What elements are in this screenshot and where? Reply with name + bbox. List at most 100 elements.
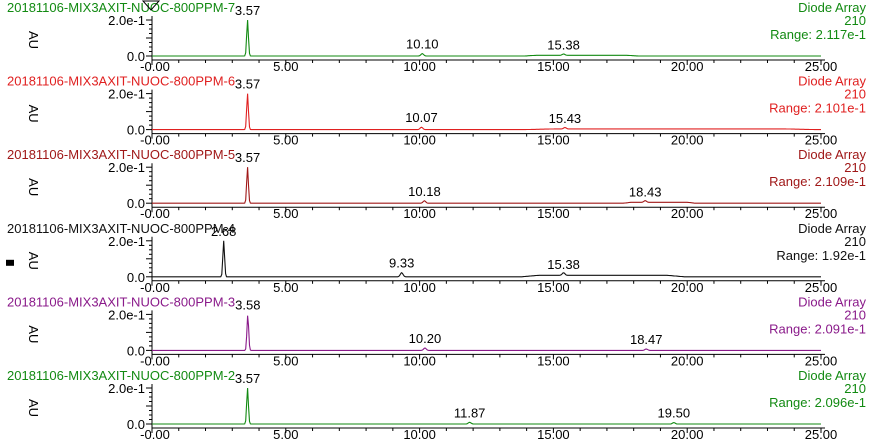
peak-label: 3.57 bbox=[235, 150, 260, 165]
x-tick-label: 25.00 bbox=[805, 59, 838, 74]
x-tick-label: 15.00 bbox=[537, 133, 570, 148]
y-tick-label: 2.0e-1 bbox=[108, 87, 145, 102]
x-tick-label: 25.00 bbox=[805, 133, 838, 148]
x-tick-label: 25.00 bbox=[805, 427, 838, 442]
x-tick-label: 15.00 bbox=[537, 280, 570, 295]
peak-label: 19.50 bbox=[658, 406, 691, 421]
y-axis-label: AU bbox=[26, 325, 41, 343]
y-tick-label: 0.0 bbox=[127, 270, 145, 285]
x-tick-label: 15.00 bbox=[537, 427, 570, 442]
range-label: Range: 2.091e-1 bbox=[769, 321, 866, 336]
x-tick-label: -0.00 bbox=[140, 353, 170, 368]
x-tick-label: -0.00 bbox=[140, 206, 170, 221]
x-tick-label: 15.00 bbox=[537, 353, 570, 368]
x-tick-label: 5.00 bbox=[273, 206, 298, 221]
x-tick-label: 20.00 bbox=[671, 206, 704, 221]
peak-label: 3.57 bbox=[235, 3, 260, 18]
cursor-marker-icon bbox=[141, 0, 161, 11]
x-tick-label: 5.00 bbox=[273, 353, 298, 368]
x-tick-label: 25.00 bbox=[805, 206, 838, 221]
y-tick-label: 0.0 bbox=[127, 123, 145, 138]
panel-title: 20181106-MIX3AXIT-NUOC-800PPM-5 bbox=[7, 147, 235, 162]
y-tick-label: 0.0 bbox=[127, 343, 145, 358]
range-label: Range: 2.096e-1 bbox=[769, 395, 866, 410]
y-tick-label: 2.0e-1 bbox=[108, 307, 145, 322]
y-axis-label: AU bbox=[26, 31, 41, 49]
x-tick-label: 10.00 bbox=[403, 59, 436, 74]
wavelength-label: 210 bbox=[844, 307, 866, 322]
peak-label: 11.87 bbox=[454, 405, 486, 420]
chromatogram-trace bbox=[152, 240, 821, 278]
peak-label: 2.68 bbox=[211, 224, 236, 239]
range-label: Range: 1.92e-1 bbox=[776, 248, 866, 263]
x-tick-label: 5.00 bbox=[273, 427, 298, 442]
y-tick-label: 2.0e-1 bbox=[108, 13, 145, 28]
wavelength-label: 210 bbox=[844, 160, 866, 175]
x-tick-label: 10.00 bbox=[403, 427, 436, 442]
y-axis-label: AU bbox=[26, 105, 41, 123]
peak-label: 10.20 bbox=[409, 331, 442, 346]
selected-trace-marker-icon bbox=[6, 259, 14, 266]
panel-title: 20181106-MIX3AXIT-NUOC-800PPM-6 bbox=[7, 74, 235, 89]
peak-label: 18.47 bbox=[630, 332, 663, 347]
peak-label: 18.43 bbox=[629, 184, 662, 199]
y-tick-label: 0.0 bbox=[127, 417, 145, 432]
x-tick-label: 20.00 bbox=[671, 280, 704, 295]
x-tick-label: 20.00 bbox=[671, 59, 704, 74]
chromatogram-trace bbox=[152, 19, 821, 57]
peak-label: 3.58 bbox=[235, 297, 260, 312]
wavelength-label: 210 bbox=[844, 381, 866, 396]
panel-title: 20181106-MIX3AXIT-NUOC-800PPM-3 bbox=[7, 294, 235, 309]
wavelength-label: 210 bbox=[844, 87, 866, 102]
range-label: Range: 2.101e-1 bbox=[769, 101, 866, 116]
peak-label: 10.07 bbox=[405, 110, 438, 125]
y-axis-label: AU bbox=[26, 252, 41, 270]
peak-label: 15.38 bbox=[547, 257, 580, 272]
y-tick-label: 2.0e-1 bbox=[108, 381, 145, 396]
detector-label: Diode Array bbox=[798, 74, 866, 89]
y-tick-label: 2.0e-1 bbox=[108, 234, 145, 249]
x-tick-label: 5.00 bbox=[273, 59, 298, 74]
x-tick-label: 25.00 bbox=[805, 353, 838, 368]
panel-title: 20181106-MIX3AXIT-NUOC-800PPM-7 bbox=[7, 0, 235, 15]
x-tick-label: 10.00 bbox=[403, 206, 436, 221]
chromatogram-trace bbox=[152, 167, 821, 204]
y-tick-label: 0.0 bbox=[127, 196, 145, 211]
x-tick-label: -0.00 bbox=[140, 59, 170, 74]
x-tick-label: 10.00 bbox=[403, 280, 436, 295]
detector-label: Diode Array bbox=[798, 368, 866, 383]
range-label: Range: 2.117e-1 bbox=[770, 27, 866, 42]
chromatogram-trace bbox=[152, 93, 821, 131]
x-tick-label: 25.00 bbox=[805, 280, 838, 295]
detector-label: Diode Array bbox=[798, 0, 866, 15]
detector-label: Diode Array bbox=[798, 147, 866, 162]
x-tick-label: 20.00 bbox=[671, 133, 704, 148]
range-label: Range: 2.109e-1 bbox=[769, 174, 866, 189]
x-tick-label: -0.00 bbox=[140, 427, 170, 442]
y-tick-label: 0.0 bbox=[127, 49, 145, 64]
x-tick-label: 15.00 bbox=[537, 59, 570, 74]
x-tick-label: -0.00 bbox=[140, 133, 170, 148]
y-axis-label: AU bbox=[26, 399, 41, 417]
peak-label: 9.33 bbox=[389, 256, 414, 271]
peak-label: 3.57 bbox=[235, 77, 260, 92]
peak-label: 3.57 bbox=[235, 371, 260, 386]
x-tick-label: 10.00 bbox=[403, 133, 436, 148]
x-tick-label: 15.00 bbox=[537, 206, 570, 221]
peak-label: 15.43 bbox=[549, 111, 582, 126]
detector-label: Diode Array bbox=[798, 221, 866, 236]
peak-label: 15.38 bbox=[547, 38, 580, 53]
chromatogram-trace bbox=[152, 387, 821, 425]
y-tick-label: 2.0e-1 bbox=[108, 160, 145, 175]
x-tick-label: 10.00 bbox=[403, 353, 436, 368]
peak-label: 10.10 bbox=[406, 37, 439, 52]
panel-title: 20181106-MIX3AXIT-NUOC-800PPM-2 bbox=[7, 368, 235, 383]
detector-label: Diode Array bbox=[798, 294, 866, 309]
peak-label: 10.18 bbox=[408, 184, 441, 199]
chromatogram-trace bbox=[152, 315, 821, 351]
y-axis-label: AU bbox=[26, 178, 41, 196]
wavelength-label: 210 bbox=[844, 13, 866, 28]
x-tick-label: 5.00 bbox=[273, 280, 298, 295]
